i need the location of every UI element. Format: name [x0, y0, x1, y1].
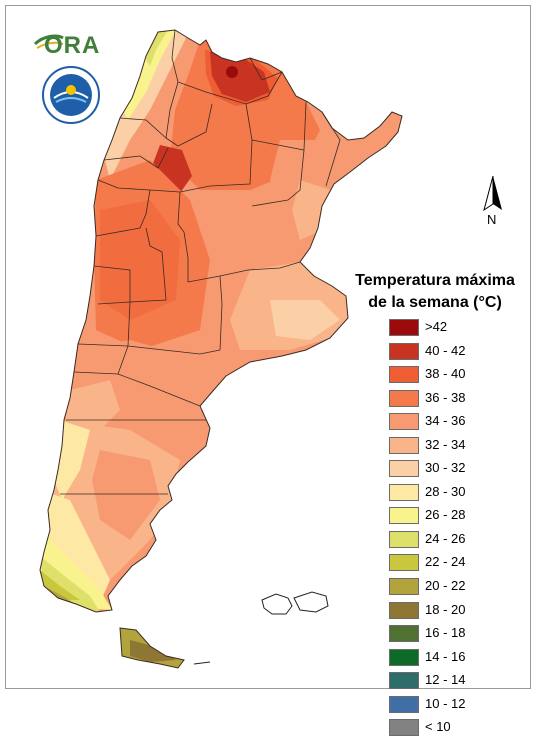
legend-label: 18 - 20 — [425, 601, 466, 617]
legend-swatch — [389, 342, 419, 360]
tierra-del-fuego-outline — [119, 627, 185, 669]
north-arrow-icon — [483, 175, 502, 212]
legend-label: 12 - 14 — [425, 672, 466, 688]
ora-logo-icon — [33, 34, 64, 49]
legend-swatch — [389, 719, 419, 737]
smn-seal-icon — [42, 66, 100, 124]
legend-label: 30 - 32 — [425, 460, 466, 476]
legend-label: >42 — [425, 319, 448, 334]
legend-label: < 10 — [425, 719, 451, 735]
legend-swatch — [389, 507, 419, 525]
legend-title-line1: Temperatura máxima — [355, 272, 515, 289]
legend-swatch — [389, 436, 419, 454]
ora-logo-text: ORA — [44, 32, 101, 59]
legend-swatch — [389, 413, 419, 431]
legend-swatch — [389, 530, 419, 548]
legend-swatch — [389, 672, 419, 690]
legend-label: 34 - 36 — [425, 413, 466, 429]
legend-label: 24 - 26 — [425, 530, 466, 546]
legend-label: 36 - 38 — [425, 389, 466, 405]
legend-title-line2: de la semana (°C) — [368, 294, 502, 311]
legend-swatch — [389, 648, 419, 666]
map-frame — [5, 5, 531, 689]
legend-swatch — [389, 625, 419, 643]
legend-swatch — [389, 483, 419, 501]
legend-label: 22 - 24 — [425, 554, 466, 570]
legend-swatch — [389, 366, 419, 384]
legend-label: 10 - 12 — [425, 695, 466, 711]
legend-label: 38 - 40 — [425, 366, 466, 382]
argentina-temperature-map — [39, 29, 403, 669]
legend-swatch — [389, 319, 419, 336]
legend-label: 28 - 30 — [425, 483, 466, 499]
legend-swatch — [389, 601, 419, 619]
legend-swatch — [389, 389, 419, 407]
north-label: N — [487, 212, 497, 227]
legend-label: 26 - 28 — [425, 507, 466, 523]
isla-de-los-estados — [193, 661, 211, 665]
legend-label: 14 - 16 — [425, 648, 466, 664]
legend-swatch — [389, 460, 419, 478]
province-boundaries — [60, 29, 341, 495]
legend-swatch — [389, 554, 419, 572]
malvinas-islands — [261, 591, 329, 615]
legend-label: 20 - 22 — [425, 578, 466, 594]
legend-title: Temperatura máxima de la semana (°C) — [340, 270, 530, 314]
legend-label: 16 - 18 — [425, 625, 466, 641]
legend-swatch — [389, 578, 419, 596]
legend-swatch — [389, 695, 419, 713]
legend-label: 40 - 42 — [425, 342, 466, 358]
legend-label: 32 - 34 — [425, 436, 466, 452]
